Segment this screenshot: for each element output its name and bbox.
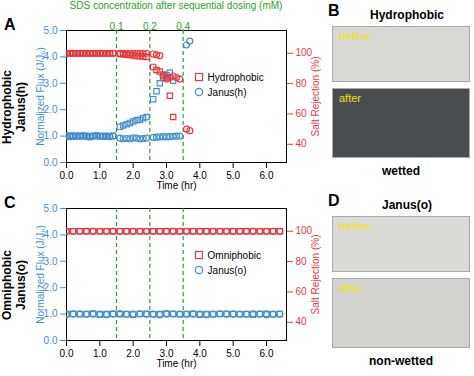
svg-text:5.0: 5.0 [44, 203, 58, 214]
html-text:before: before [339, 220, 371, 232]
svg-text:Time (hr): Time (hr) [156, 358, 196, 369]
svg-text:2.0: 2.0 [126, 348, 140, 359]
html-text:Janus(h): Janus(h) [207, 86, 247, 98]
html-text:SDS concentration after sequen: SDS concentration after sequential dosin… [69, 0, 283, 11]
svg-text:Time (hr): Time (hr) [156, 180, 196, 191]
svg-text:0.0: 0.0 [44, 335, 58, 346]
svg-text:6.0: 6.0 [260, 348, 274, 359]
svg-text:80: 80 [296, 78, 308, 89]
html-text:B: B [328, 2, 340, 19]
svg-text:80: 80 [296, 256, 308, 267]
svg-text:5.0: 5.0 [226, 170, 240, 181]
html-text:Janus(o): Janus(o) [14, 260, 28, 310]
svg-text:0.1: 0.1 [110, 21, 124, 32]
svg-text:0.0: 0.0 [60, 348, 74, 359]
html-text:D: D [328, 192, 340, 209]
svg-text:4.0: 4.0 [44, 229, 58, 240]
svg-text:1.0: 1.0 [93, 170, 107, 181]
svg-text:4.0: 4.0 [192, 169, 207, 181]
svg-text:5.0: 5.0 [226, 348, 240, 359]
html-text:non-wetted: non-wetted [369, 354, 433, 368]
svg-text:2.0: 2.0 [126, 170, 140, 181]
html-text:Janus(h): Janus(h) [14, 82, 28, 132]
svg-text:100: 100 [295, 225, 313, 237]
svg-text:100: 100 [295, 47, 313, 59]
svg-text:Salt Rejection (%): Salt Rejection (%) [310, 234, 321, 314]
svg-text:2.0: 2.0 [44, 282, 58, 293]
svg-text:40: 40 [296, 138, 308, 149]
svg-text:1.0: 1.0 [93, 348, 107, 359]
svg-text:60: 60 [296, 286, 308, 297]
svg-text:3.0: 3.0 [44, 256, 58, 267]
html-text:Omniphobic: Omniphobic [0, 250, 14, 320]
svg-text:4.0: 4.0 [192, 347, 207, 359]
html-text:Hydrophobic: Hydrophobic [207, 71, 264, 83]
svg-text:1.0: 1.0 [44, 308, 58, 319]
svg-text:Normalized Flux (J/J₀): Normalized Flux (J/J₀) [35, 47, 46, 146]
html-text:before: before [339, 30, 371, 42]
svg-text:6.0: 6.0 [260, 170, 274, 181]
svg-text:40: 40 [296, 316, 308, 327]
svg-text:0.0: 0.0 [44, 157, 58, 168]
html-text:after: after [339, 282, 361, 294]
svg-text:0.0: 0.0 [60, 170, 74, 181]
svg-text:4.0: 4.0 [44, 51, 58, 62]
svg-text:1.0: 1.0 [44, 130, 58, 141]
html-text:Janus(o): Janus(o) [382, 198, 432, 212]
svg-text:2.0: 2.0 [44, 104, 58, 115]
svg-text:Salt Rejection (%): Salt Rejection (%) [310, 56, 321, 136]
svg-text:3.0: 3.0 [159, 169, 174, 181]
html-text:A: A [4, 16, 16, 33]
svg-text:0.2: 0.2 [143, 21, 157, 32]
html-text:Omniphobic: Omniphobic [207, 249, 261, 261]
html-text:wetted: wetted [382, 164, 420, 178]
html-text:after: after [339, 92, 361, 104]
svg-text:3.0: 3.0 [44, 78, 58, 89]
svg-text:60: 60 [296, 108, 308, 119]
svg-text:0.4: 0.4 [176, 21, 190, 32]
svg-text:5.0: 5.0 [44, 25, 58, 36]
html-text:C: C [4, 194, 16, 211]
html-text:Hydrophobic: Hydrophobic [370, 8, 444, 22]
svg-text:Normalized Flux (J/J₀): Normalized Flux (J/J₀) [35, 225, 46, 324]
html-text:Janus(o): Janus(o) [207, 264, 247, 276]
html-text:Hydrophobic: Hydrophobic [0, 70, 14, 144]
svg-text:3.0: 3.0 [159, 347, 174, 359]
